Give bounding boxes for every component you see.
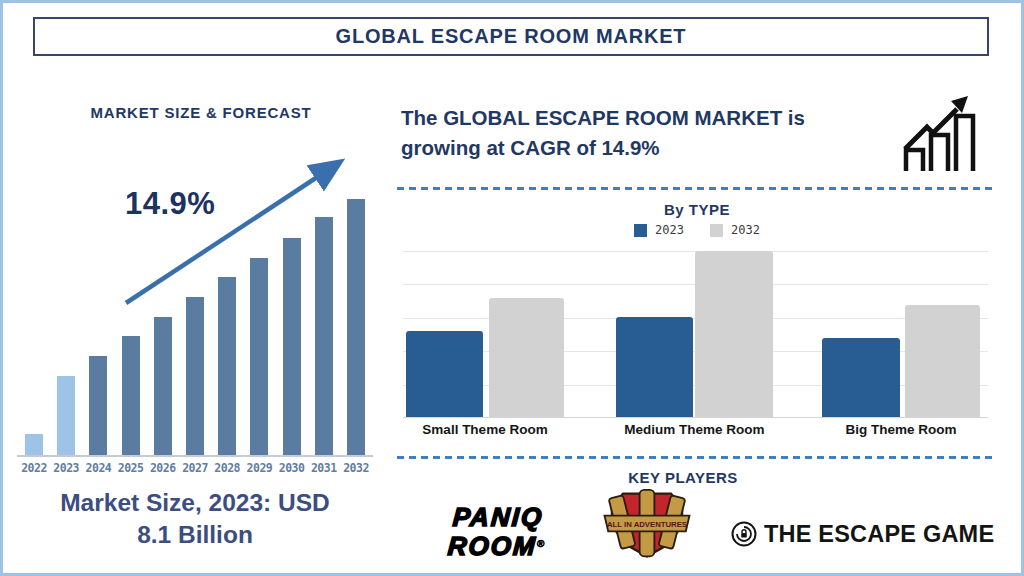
infographic-frame: GLOBAL ESCAPE ROOM MARKET MARKET SIZE & … — [0, 0, 1024, 576]
escape-game-logo-text: THE ESCAPE GAME — [764, 520, 994, 548]
legend-item-2023: 2023 — [634, 223, 684, 237]
forecast-bar-2026 — [154, 317, 172, 455]
headline-line-2: growing at CAGR of 14.9% — [401, 133, 901, 163]
forecast-bar-2028 — [218, 277, 236, 455]
headline-line-1: The GLOBAL ESCAPE ROOM MARKET is — [401, 103, 901, 133]
forecast-bar-2029 — [250, 258, 268, 455]
forecast-year-label: 2026 — [146, 461, 180, 475]
forecast-year-label: 2027 — [178, 461, 212, 475]
caption-line-1: Market Size, 2023: USD — [5, 487, 385, 519]
type-bar-2032-Medium Theme Room — [695, 251, 773, 417]
type-category-label: Medium Theme Room — [575, 422, 815, 437]
bar-chart-growth-icon — [902, 89, 978, 173]
right-headline: The GLOBAL ESCAPE ROOM MARKET is growing… — [401, 103, 901, 163]
legend-swatch-2032 — [710, 224, 723, 237]
type-category-label: Big Theme Room — [781, 422, 1021, 437]
registered-mark: ® — [537, 538, 545, 549]
key-players-heading: KEY PLAYERS — [403, 469, 963, 486]
forecast-bar-2031 — [315, 217, 333, 455]
paniq-logo-line2: ROOM® — [415, 530, 577, 560]
legend-label-2023: 2023 — [655, 223, 684, 237]
type-chart-legend: 2023 2032 — [403, 223, 991, 237]
title-box: GLOBAL ESCAPE ROOM MARKET — [33, 17, 989, 56]
market-size-caption: Market Size, 2023: USD 8.1 Billion — [5, 487, 385, 551]
type-chart-baseline — [403, 417, 988, 418]
forecast-year-label: 2030 — [275, 461, 309, 475]
type-chart-title: By TYPE — [403, 201, 991, 218]
type-bar-2023-Medium Theme Room — [616, 317, 693, 417]
dashed-divider-top — [397, 187, 993, 190]
all-in-adventures-logo: ALL IN ADVENTURES — [600, 488, 694, 560]
escape-game-target-icon — [731, 521, 757, 547]
type-category-label: Small Theme Room — [365, 422, 605, 437]
forecast-bar-2027 — [186, 297, 204, 455]
forecast-axis-line — [17, 455, 373, 457]
legend-item-2032: 2032 — [710, 223, 760, 237]
forecast-year-label: 2031 — [307, 461, 341, 475]
forecast-bar-2022 — [25, 434, 43, 455]
legend-label-2032: 2032 — [731, 223, 760, 237]
forecast-bar-2024 — [89, 356, 107, 455]
forecast-year-label: 2024 — [81, 461, 115, 475]
type-bar-2032-Big Theme Room — [905, 305, 980, 417]
forecast-year-label: 2025 — [114, 461, 148, 475]
forecast-year-label: 2023 — [49, 461, 83, 475]
forecast-bar-2025 — [122, 336, 140, 455]
legend-swatch-2023 — [634, 224, 647, 237]
forecast-year-label: 2029 — [242, 461, 276, 475]
type-chart-plot-area — [403, 251, 988, 418]
the-escape-game-logo: THE ESCAPE GAME — [731, 520, 1004, 548]
paniq-logo-line1: PANIQ — [417, 504, 579, 530]
page-title: GLOBAL ESCAPE ROOM MARKET — [336, 25, 687, 48]
forecast-chart — [25, 173, 365, 455]
aia-banner-text: ALL IN ADVENTURES — [607, 520, 687, 529]
forecast-bar-2030 — [283, 238, 301, 455]
type-bar-2032-Small Theme Room — [489, 298, 564, 417]
forecast-heading: MARKET SIZE & FORECAST — [21, 104, 381, 121]
caption-line-2: 8.1 Billion — [5, 519, 385, 551]
forecast-year-label: 2032 — [339, 461, 373, 475]
forecast-bar-2032 — [347, 199, 365, 455]
type-bar-2023-Small Theme Room — [406, 331, 483, 417]
forecast-bar-2023 — [57, 376, 75, 455]
forecast-year-label: 2022 — [17, 461, 51, 475]
paniq-room-logo: PANIQ ROOM® — [415, 504, 579, 560]
type-bar-2023-Big Theme Room — [822, 338, 900, 417]
dashed-divider-bottom — [397, 456, 993, 459]
forecast-year-label: 2028 — [210, 461, 244, 475]
